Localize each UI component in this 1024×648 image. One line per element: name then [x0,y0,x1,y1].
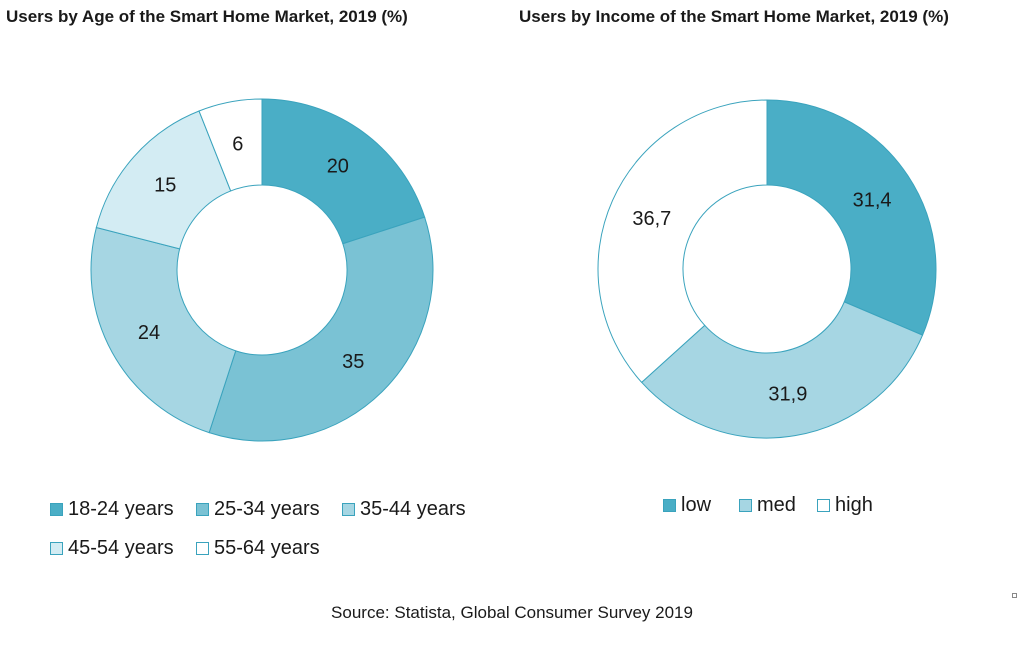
age-legend-item-4: 55-64 years [196,537,320,560]
age-legend-label-2: 35-44 years [360,498,466,520]
age-data-label-4: 6 [232,133,243,155]
income-chart-title: Users by Income of the Smart Home Market… [519,7,949,26]
age-legend-item-1: 25-34 years [196,498,320,521]
age-legend-item-2: 35-44 years [342,498,466,521]
income-legend-swatch-0 [663,499,676,512]
age-legend-item-3: 45-54 years [50,537,174,560]
age-legend-swatch-2 [342,503,355,516]
income-legend-label-2: high [835,494,873,516]
age-data-label-3: 15 [154,175,176,197]
age-legend-item-0: 18-24 years [50,498,174,521]
income-legend-swatch-2 [817,499,830,512]
income-legend-item-0: low [663,494,711,517]
income-legend-swatch-1 [739,499,752,512]
age-slice-0 [261,98,426,245]
age-legend-swatch-3 [50,542,63,555]
age-legend-label-1: 25-34 years [214,498,320,520]
age-slice-2 [90,226,237,434]
age-chart-title: Users by Age of the Smart Home Market, 2… [6,7,408,26]
income-legend-label-0: low [681,494,712,516]
age-legend-label-0: 18-24 years [68,498,174,520]
age-data-label-0: 20 [327,156,349,178]
age-data-label-2: 24 [138,322,160,344]
age-slice-1 [208,216,434,442]
age-legend-swatch-0 [50,503,63,516]
age-legend-label-3: 45-54 years [68,537,174,559]
age-legend-label-4: 55-64 years [214,537,320,559]
age-data-label-1: 35 [342,351,364,373]
income-legend-item-2: high [817,494,873,517]
source-note: Source: Statista, Global Consumer Survey… [331,603,693,622]
age-slice-4 [198,98,263,192]
income-legend-label-1: med [757,494,796,516]
age-legend-swatch-4 [196,542,209,555]
corner-marker [1012,593,1017,598]
age-legend-swatch-1 [196,503,209,516]
income-legend-item-1: med [739,494,796,517]
